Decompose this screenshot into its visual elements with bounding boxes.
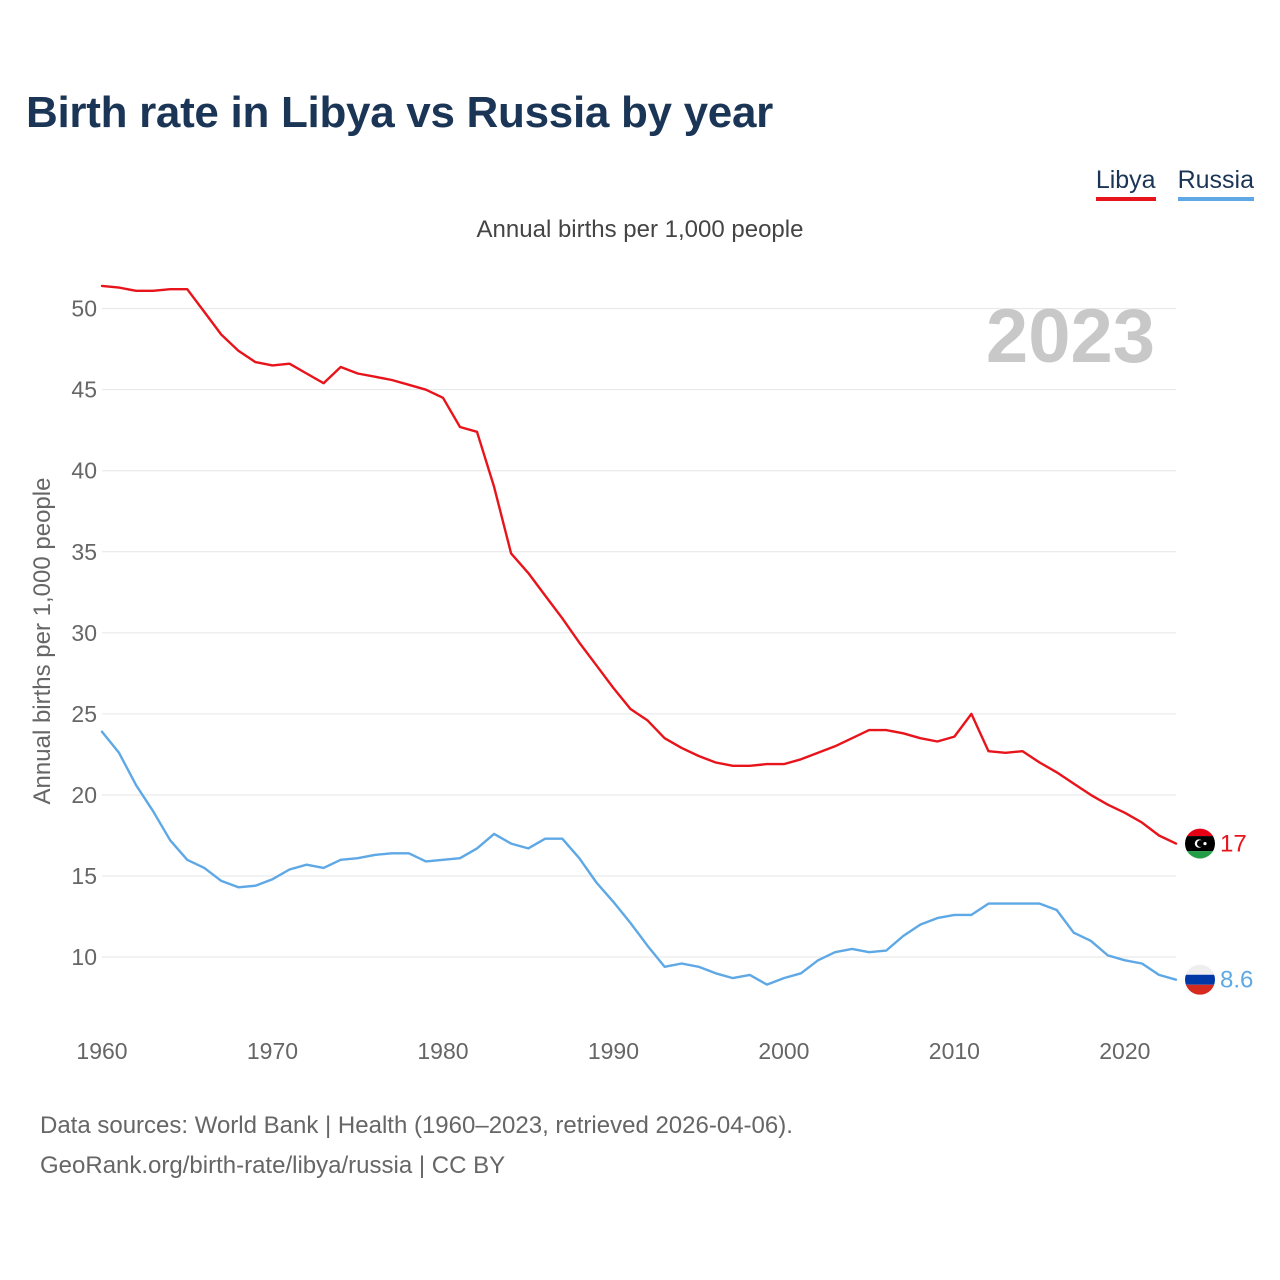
x-tick-label-1980: 1980 [417,1038,468,1064]
legend: Libya Russia [1095,166,1254,201]
source-url-license[interactable]: GeoRank.org/birth-rate/libya/russia | CC… [40,1152,506,1179]
x-tick-label-1970: 1970 [247,1038,298,1064]
year-watermark: 2023 [986,294,1155,379]
y-tick-label-50: 50 [71,296,97,322]
series-line-russia[interactable] [100,730,1178,986]
libya-flag-icon [1185,828,1215,859]
x-tick-label-2020: 2020 [1099,1038,1150,1064]
end-value-label-libya: 17 [1220,831,1247,858]
y-tick-label-30: 30 [71,620,97,646]
footer: Data sources: World Bank | Health (1960–… [40,1106,793,1186]
x-tick-label-1990: 1990 [588,1038,639,1064]
y-tick-label-35: 35 [71,539,97,565]
chart-subtitle: Annual births per 1,000 people [476,216,804,243]
russia-flag-icon [1185,964,1215,995]
legend-item-russia[interactable]: Russia [1177,166,1254,201]
x-tick-label-1960: 1960 [76,1038,127,1064]
y-tick-label-40: 40 [71,458,97,484]
y-tick-label-15: 15 [71,863,97,889]
end-value-label-russia: 8.6 [1220,967,1253,994]
x-tick-label-2000: 2000 [758,1038,809,1064]
y-tick-label-25: 25 [71,701,97,727]
legend-item-libya[interactable]: Libya [1095,166,1156,201]
y-tick-label-45: 45 [71,377,97,403]
y-tick-label-10: 10 [71,944,97,970]
x-tick-label-2010: 2010 [929,1038,980,1064]
chart-title: Birth rate in Libya vs Russia by year [26,88,773,137]
series-line-libya[interactable] [100,284,1178,845]
y-tick-label-20: 20 [71,782,97,808]
y-axis-label: Annual births per 1,000 people [29,478,56,805]
data-source-note: Data sources: World Bank | Health (1960–… [40,1112,793,1139]
